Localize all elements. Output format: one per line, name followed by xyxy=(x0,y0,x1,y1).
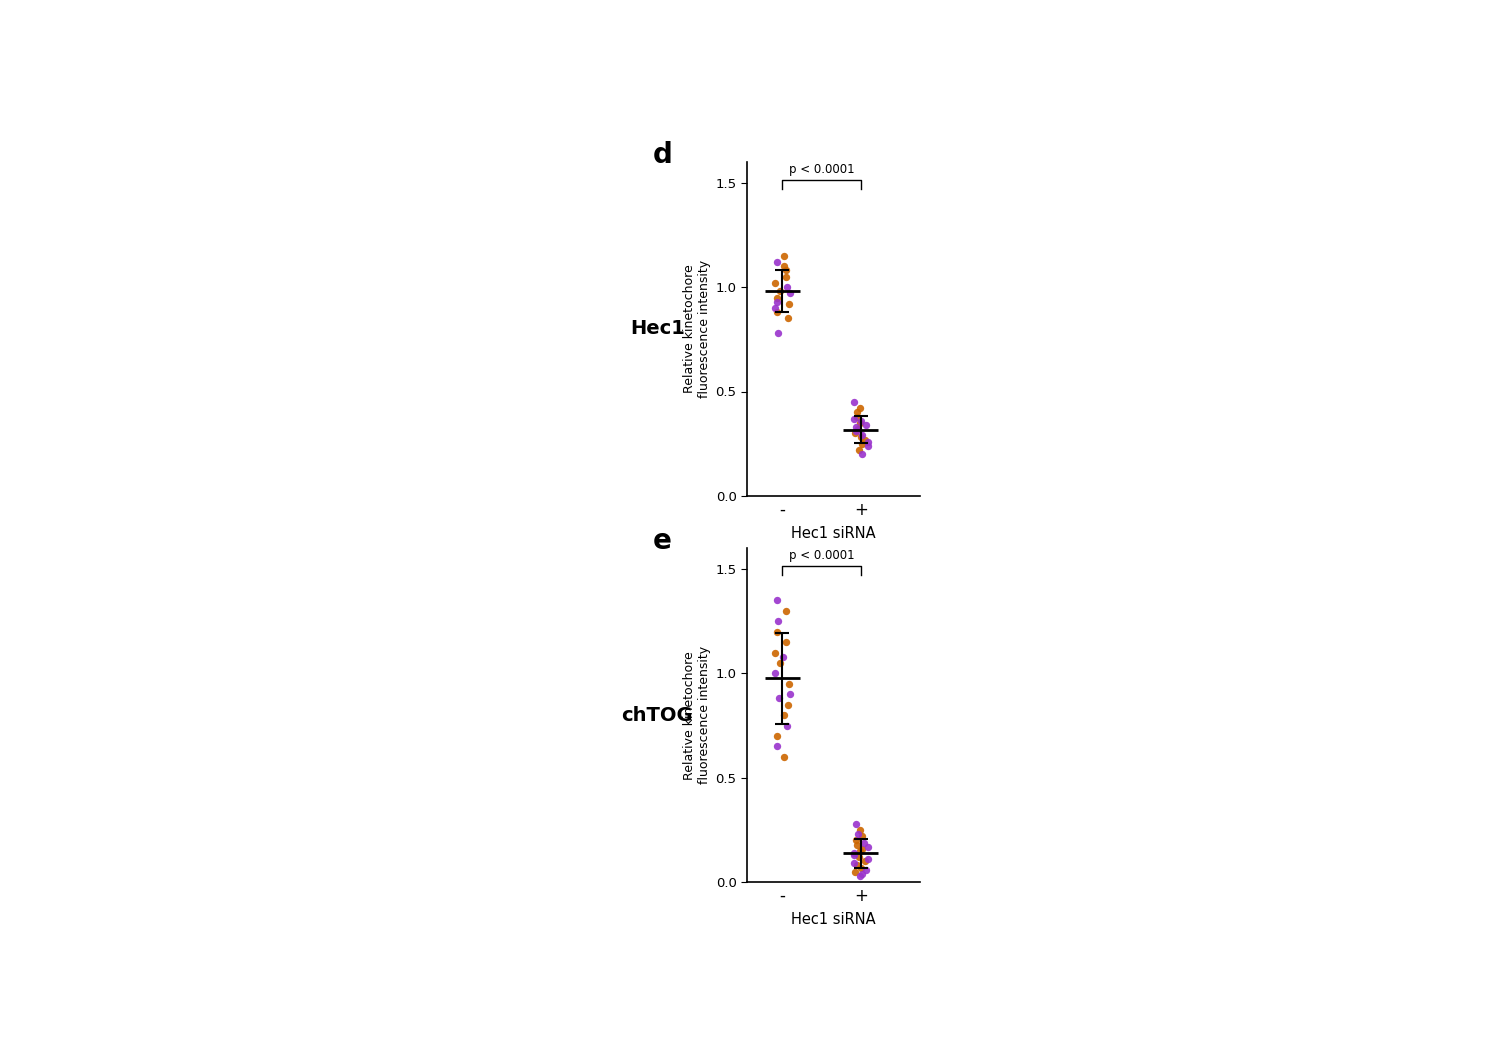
Point xyxy=(844,419,868,435)
Point xyxy=(842,855,866,872)
Point xyxy=(850,828,874,845)
Point xyxy=(765,304,789,321)
Point xyxy=(842,847,866,863)
Point xyxy=(774,268,798,285)
Point xyxy=(853,417,877,433)
Point xyxy=(764,644,788,661)
Point xyxy=(765,293,789,310)
Point xyxy=(774,262,798,279)
Point xyxy=(776,696,800,713)
Point xyxy=(771,648,795,665)
Point xyxy=(850,865,874,882)
Point xyxy=(842,410,866,427)
Point xyxy=(843,423,867,440)
Point xyxy=(768,283,792,300)
Point xyxy=(847,822,871,838)
Point xyxy=(776,717,800,734)
Point xyxy=(846,836,870,853)
Point xyxy=(850,446,874,462)
Point xyxy=(846,421,870,437)
Point xyxy=(846,408,870,425)
Point xyxy=(776,310,800,327)
X-axis label: Hec1 siRNA: Hec1 siRNA xyxy=(790,912,876,927)
Point xyxy=(772,258,796,275)
Point xyxy=(849,859,873,876)
Point xyxy=(850,435,874,452)
Point xyxy=(766,690,790,707)
Point xyxy=(766,613,790,630)
Point xyxy=(843,845,867,861)
Point xyxy=(856,851,880,868)
Point xyxy=(776,279,800,295)
Text: d: d xyxy=(652,141,672,169)
Point xyxy=(774,602,798,619)
Point xyxy=(850,427,874,444)
X-axis label: Hec1 siRNA: Hec1 siRNA xyxy=(790,526,876,541)
Text: chTOG: chTOG xyxy=(621,706,693,725)
Point xyxy=(847,868,871,884)
Point xyxy=(846,849,870,865)
Point xyxy=(842,394,866,410)
Point xyxy=(844,832,868,849)
Point xyxy=(768,655,792,671)
Point xyxy=(765,738,789,755)
Point xyxy=(777,295,801,312)
Point xyxy=(777,686,801,703)
Text: Hec1: Hec1 xyxy=(630,319,684,338)
Y-axis label: Relative kinetochore
fluorescence intensity: Relative kinetochore fluorescence intens… xyxy=(684,260,711,398)
Point xyxy=(847,414,871,431)
Point xyxy=(843,863,867,880)
Point xyxy=(853,431,877,448)
Text: e: e xyxy=(652,527,672,555)
Point xyxy=(764,665,788,682)
Point xyxy=(846,826,870,843)
Point xyxy=(846,404,870,421)
Point xyxy=(765,254,789,270)
Point xyxy=(856,433,880,450)
Point xyxy=(850,840,874,857)
Point xyxy=(849,429,873,446)
Text: p < 0.0001: p < 0.0001 xyxy=(789,163,855,176)
Point xyxy=(855,437,879,454)
Point xyxy=(764,300,788,316)
Point xyxy=(777,675,801,692)
Point xyxy=(765,623,789,640)
Point xyxy=(855,838,879,855)
Point xyxy=(766,325,790,341)
Point xyxy=(765,728,789,744)
Point xyxy=(774,634,798,650)
Point xyxy=(846,857,870,874)
Point xyxy=(772,707,796,723)
Y-axis label: Relative kinetochore
fluorescence intensity: Relative kinetochore fluorescence intens… xyxy=(684,646,711,784)
Point xyxy=(765,289,789,306)
Point xyxy=(853,853,877,870)
Point xyxy=(849,412,873,429)
Point xyxy=(847,843,871,859)
Point xyxy=(772,247,796,264)
Point xyxy=(843,815,867,832)
Point xyxy=(772,749,796,765)
Point xyxy=(852,834,876,851)
Point xyxy=(777,285,801,302)
Point xyxy=(853,861,877,878)
Text: p < 0.0001: p < 0.0001 xyxy=(789,549,855,563)
Point xyxy=(843,425,867,442)
Point xyxy=(846,442,870,458)
Point xyxy=(764,275,788,291)
Point xyxy=(765,592,789,609)
Point xyxy=(847,400,871,417)
